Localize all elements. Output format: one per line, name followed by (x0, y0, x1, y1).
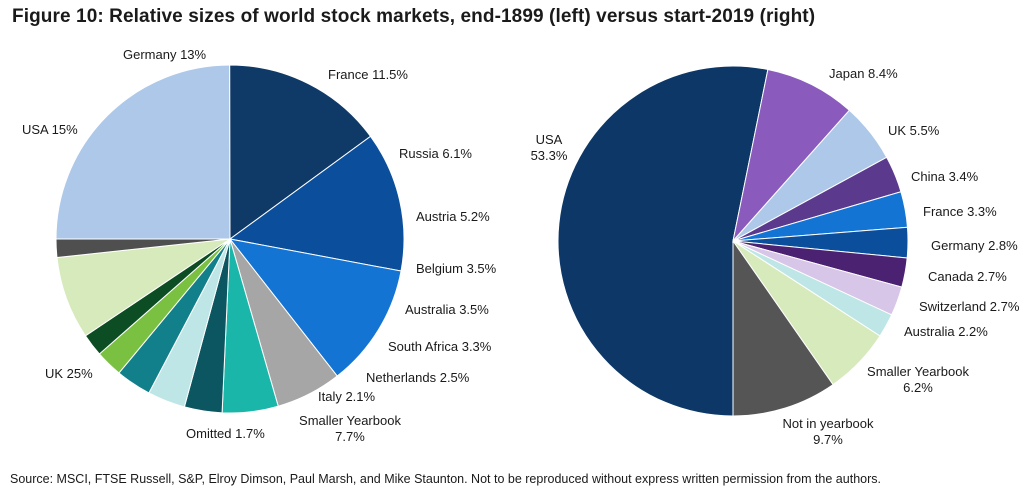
pie-1899-label-usa: USA 15% (22, 122, 78, 137)
pie-1899-label-uk: UK 25% (45, 366, 93, 381)
pie-2019-label-japan: Japan 8.4% (829, 66, 898, 81)
pie-1899-label-omitted: Omitted 1.7% (186, 426, 265, 441)
pie-1899-label-italy: Italy 2.1% (318, 389, 376, 404)
pie-chart-2019: USA 53.3% Japan 8.4% UK 5.5% China 3.4% Franc… (531, 65, 1020, 447)
pie-chart-1899: UK 25% USA 15% Germany 13% France 11.5% Russ… (22, 47, 497, 444)
pie-1899-label-south-africa: South Africa 3.3% (388, 339, 492, 354)
pie-1899-slice-omitted (55, 238, 231, 259)
pie-1899-slice-germany (228, 135, 405, 272)
pie-1899-label-belgium: Belgium 3.5% (416, 261, 497, 276)
pie-2019-label-not-in-yearbook: Not in yearbook 9.7% (782, 416, 874, 447)
pie-2019-label-uk: UK 5.5% (888, 123, 940, 138)
pie-2019-label-germany: Germany 2.8% (931, 238, 1018, 253)
pie-1899-label-australia: Australia 3.5% (405, 302, 489, 317)
source-note: Source: MSCI, FTSE Russell, S&P, Elroy D… (10, 472, 881, 486)
pie-1899-label-france: France 11.5% (328, 67, 408, 82)
pie-1899-label-russia: Russia 6.1% (399, 146, 472, 161)
pie-2019-label-switzerland: Switzerland 2.7% (919, 299, 1020, 314)
pie-2019-label-smaller-yearbook: Smaller Yearbook 6.2% (867, 364, 969, 395)
pie-2019-slice-usa (557, 65, 769, 417)
pie-2019-label-usa: USA 53.3% (531, 132, 568, 163)
pie-charts: UK 25% USA 15% Germany 13% France 11.5% Russ… (22, 47, 1020, 447)
pie-1899-label-germany: Germany 13% (123, 47, 207, 62)
pie-2019-label-canada: Canada 2.7% (928, 269, 1007, 284)
pie-2019-slice-not-in-yearbook (732, 239, 834, 417)
pie-1899-label-austria: Austria 5.2% (416, 209, 490, 224)
pie-2019-label-china: China 3.4% (911, 169, 979, 184)
pie-1899-slice-france (228, 238, 402, 377)
figure-title: Figure 10: Relative sizes of world stock… (12, 6, 816, 27)
pie-2019-label-australia: Australia 2.2% (904, 324, 988, 339)
pie-1899-slice-usa (229, 64, 372, 240)
pie-1899-label-netherlands: Netherlands 2.5% (366, 370, 470, 385)
pie-1899-slice-uk (55, 64, 231, 240)
pie-2019-slice-japan (732, 68, 851, 243)
pie-1899-label-smaller-yearbook: Smaller Yearbook 7.7% (299, 413, 401, 444)
pie-2019-label-france: France 3.3% (923, 204, 997, 219)
